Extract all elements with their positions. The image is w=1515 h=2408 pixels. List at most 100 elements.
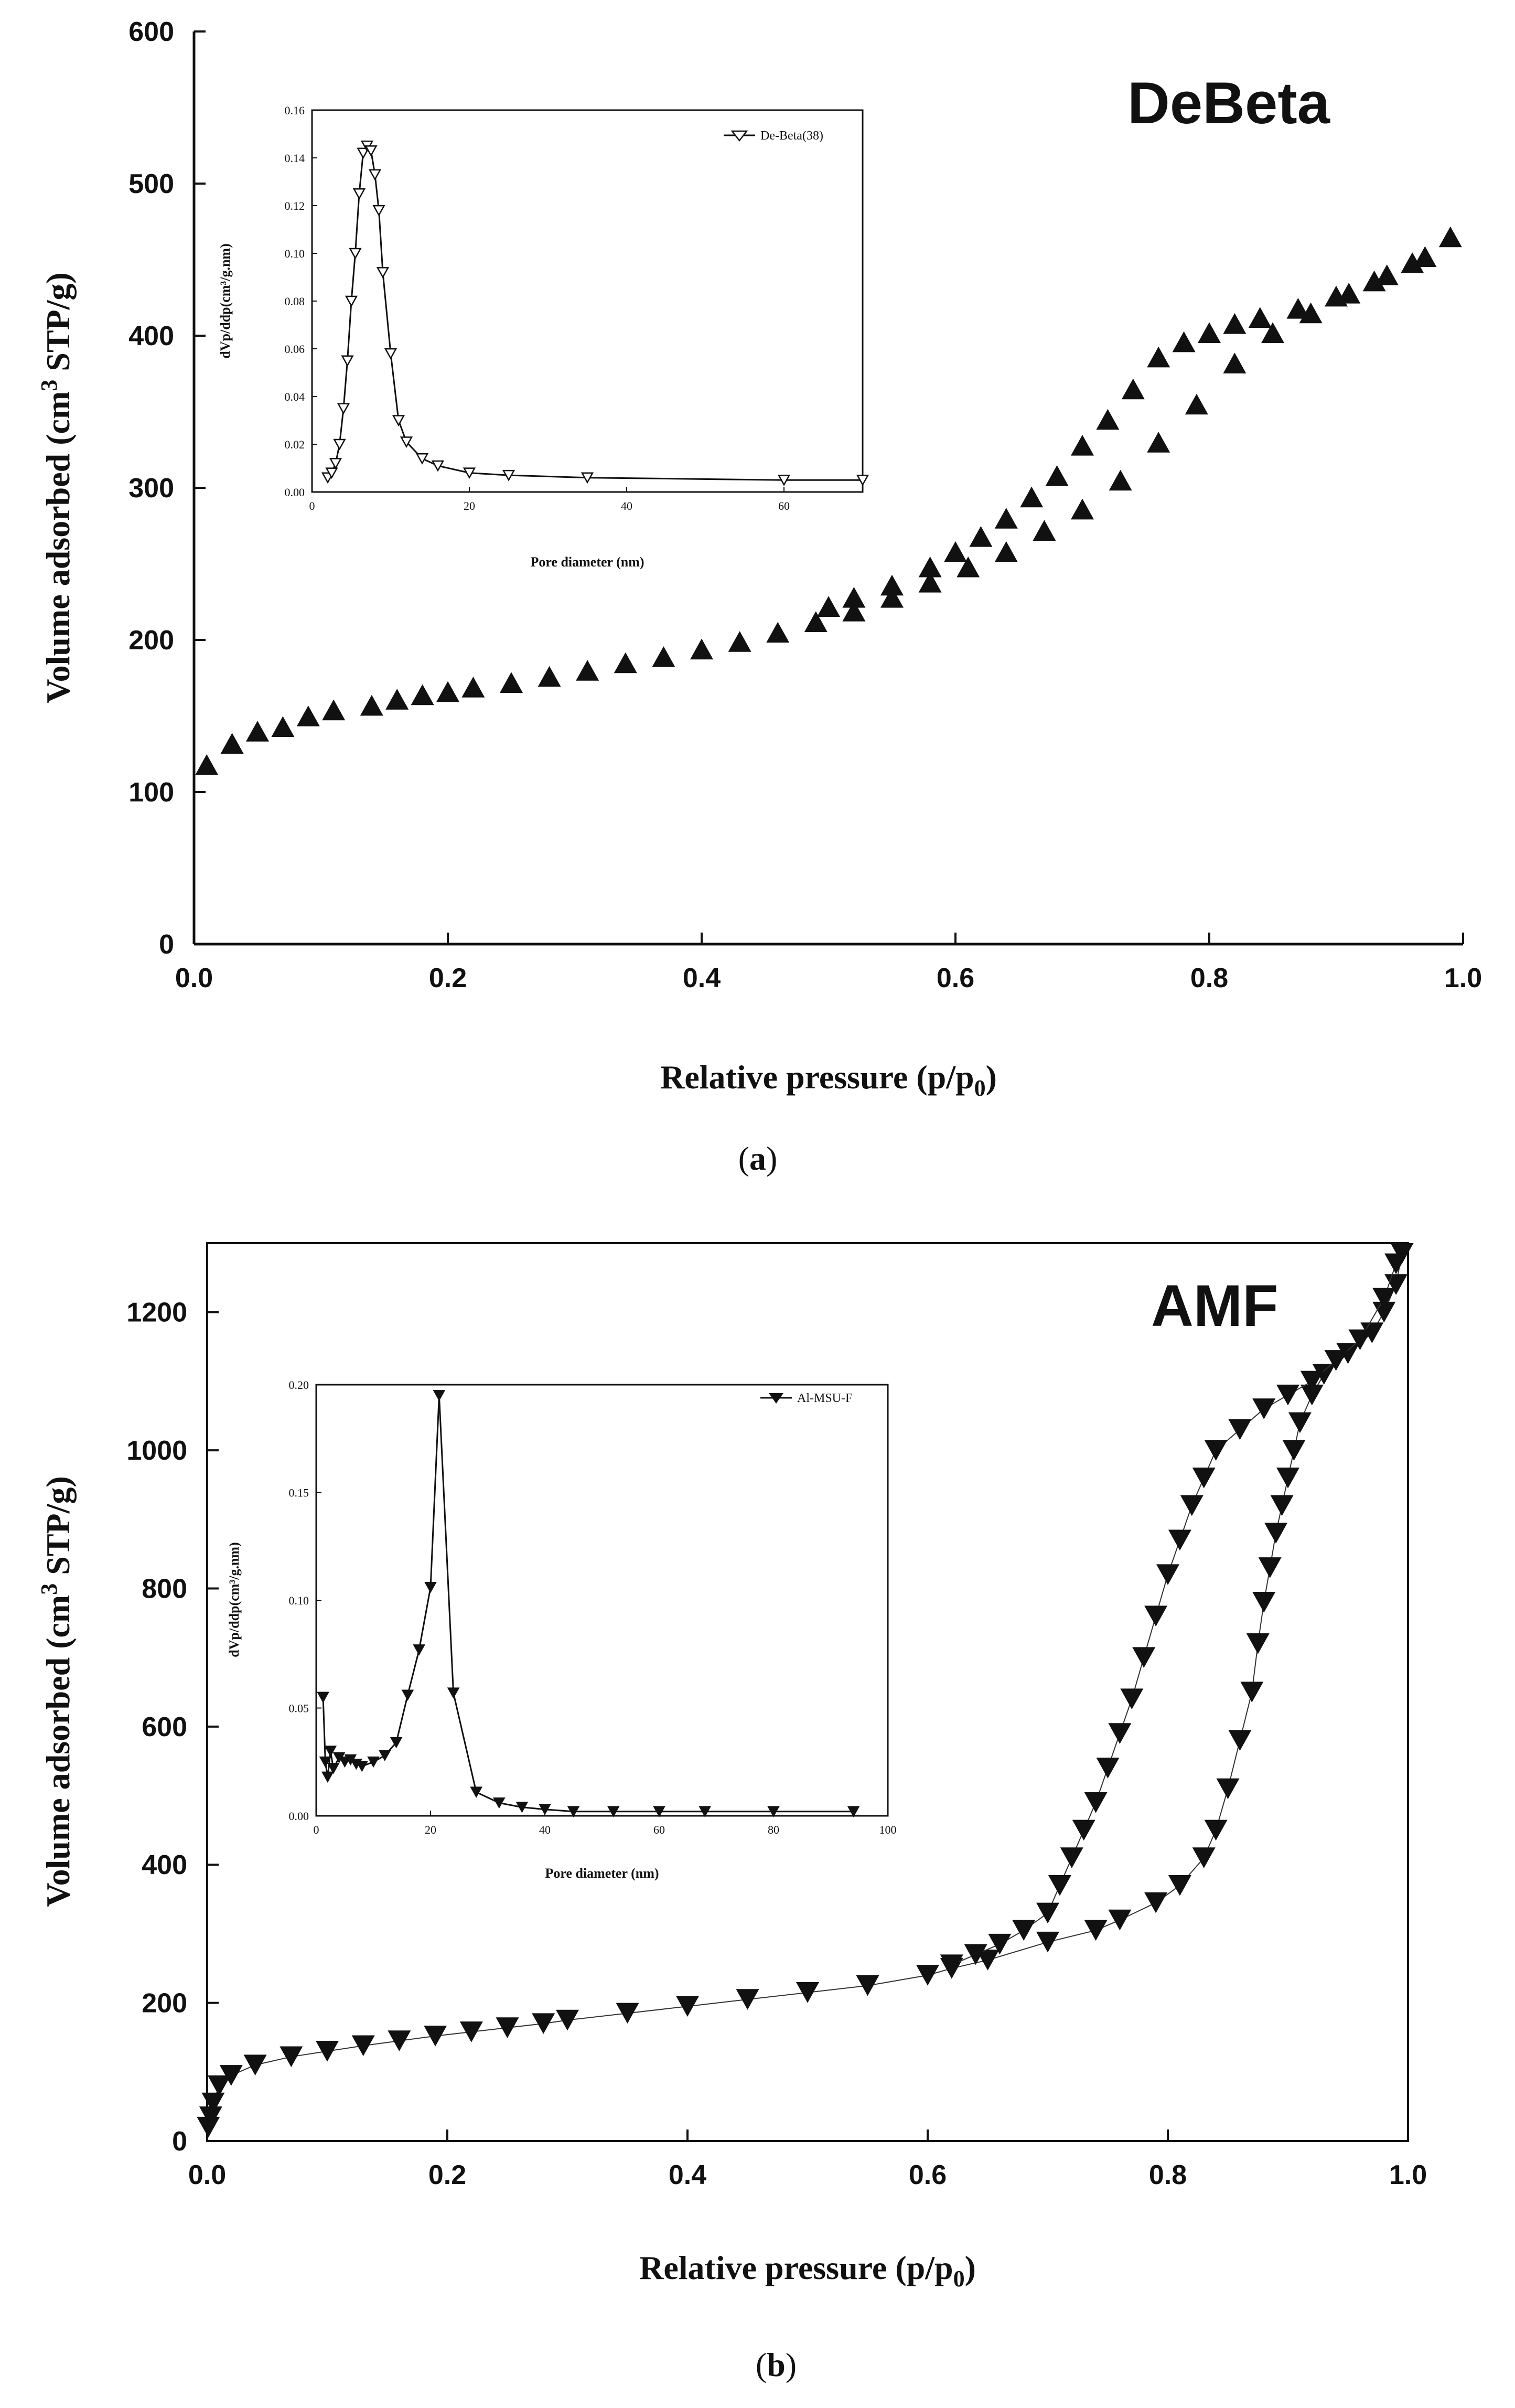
chart-b-point-adsorption-12: [496, 2017, 519, 2038]
chart-a-x-tick-label-2: 0.4: [683, 963, 721, 993]
chart-a-point-adsorption-9: [436, 681, 459, 702]
chart-b-point-adsorption-4: [219, 2065, 243, 2086]
chart-b-point-adsorption-22: [976, 1950, 1000, 1971]
chart-b-point-desorption-0: [1384, 1253, 1408, 1275]
chart-b-point-adsorption-23: [1036, 1931, 1059, 1953]
chart-a-point-adsorption-20: [842, 601, 866, 622]
chart-b-inset-point-25: [699, 1806, 712, 1817]
chart-b-inset-x-tick-label-2: 40: [539, 1823, 551, 1836]
chart-b-inset-point-24: [653, 1806, 665, 1817]
chart-a-point-adsorption-29: [1185, 393, 1208, 415]
chart-b-point-desorption-2: [1348, 1329, 1372, 1351]
chart-b-point-desorption-6: [1252, 1398, 1276, 1419]
chart-b-x-tick-label-0: 0.0: [188, 2160, 226, 2190]
chart-b-inset-point-21: [539, 1804, 551, 1815]
chart-b-inset-point-14: [413, 1644, 426, 1656]
chart-a-point-adsorption-26: [1071, 498, 1094, 520]
chart-a-y-axis-title: Volume adsorbed (cm3 STP/g): [36, 272, 77, 703]
chart-a-inset-y-tick-label-4: 0.08: [285, 295, 305, 308]
chart-b-inset-y-tick-label-3: 0.15: [289, 1486, 309, 1500]
chart-a-point-desorption-14: [994, 508, 1018, 529]
chart-b-point-desorption-1: [1372, 1288, 1396, 1309]
chart-b-point-adsorption-16: [676, 1996, 699, 2017]
chart-a-point-adsorption-7: [385, 689, 409, 710]
chart-a-point-adsorption-11: [500, 672, 523, 693]
chart-a-inset-point-15: [384, 348, 397, 360]
chart-b-inset-y-tick-label-2: 0.10: [289, 1594, 309, 1607]
chart-a-point-adsorption-31: [1261, 322, 1284, 343]
chart-a-point-adsorption-19: [804, 611, 828, 632]
chart-a-inset-x-tick-label-1: 20: [464, 499, 475, 512]
chart-b-y-tick-label-5: 1000: [126, 1436, 187, 1466]
chart-b-point-adsorption-17: [736, 1989, 759, 2010]
chart-a-inset-point-19: [431, 460, 445, 472]
chart-b-point-adsorption-26: [1144, 1892, 1168, 1913]
chart-a-point-desorption-8: [1147, 346, 1170, 368]
chart-b-inset-point-18: [470, 1786, 483, 1798]
chart-a-inset-point-4: [337, 403, 350, 415]
chart-a-point-desorption-17: [918, 556, 942, 577]
chart-b-point-desorption-11: [1168, 1529, 1191, 1551]
chart-a-inset-y-tick-label-2: 0.04: [285, 390, 305, 403]
chart-b-point-adsorption-1: [199, 2106, 222, 2127]
chart-a-inset-point-9: [357, 147, 370, 159]
chart-a-inset-point-18: [415, 453, 429, 465]
chart-a-point-adsorption-21: [880, 587, 904, 608]
chart-b-point-adsorption-35: [1258, 1557, 1282, 1578]
chart-a-inset-point-13: [372, 205, 385, 217]
chart-b-x-tick-label-3: 0.6: [909, 2160, 947, 2190]
chart-b-inset-point-19: [492, 1797, 506, 1809]
chart-a-point-desorption-3: [1286, 298, 1310, 319]
chart-b-y-tick-label-6: 1200: [126, 1298, 187, 1328]
chart-a-point-adsorption-6: [360, 694, 383, 716]
chart-a-y-tick-label-2: 200: [128, 625, 174, 656]
chart-a-x-tick-label-5: 1.0: [1444, 963, 1482, 993]
chart-a-point-desorption-16: [944, 541, 967, 562]
chart-b-point-adsorption-27: [1168, 1875, 1191, 1896]
chart-a-point-adsorption-18: [766, 622, 790, 643]
chart-b-x-tick-label-5: 1.0: [1389, 2160, 1427, 2190]
chart-b-point-adsorption-5: [243, 2054, 267, 2075]
chart-b-point-adsorption-19: [856, 1975, 879, 1996]
chart-b-point-desorption-3: [1324, 1350, 1348, 1371]
chart-b-point-adsorption-9: [388, 2030, 411, 2051]
chart-b-inset-x-tick-label-3: 60: [653, 1823, 665, 1836]
chart-a-point-desorption-6: [1198, 322, 1221, 343]
chart-b-point-adsorption-38: [1276, 1467, 1299, 1489]
chart-b-point-desorption-19: [1072, 1820, 1095, 1841]
chart-a-point-adsorption-27: [1109, 469, 1132, 491]
chart-b-point-desorption-22: [1036, 1902, 1059, 1924]
chart-b-inset-x-tick-label-1: 20: [425, 1823, 436, 1836]
chart-a-point-desorption-1: [1362, 270, 1386, 292]
chart-a-point-adsorption-3: [271, 716, 295, 737]
chart-a-panel-label: DeBeta: [1127, 70, 1330, 136]
chart-a-inset-y-tick-label-8: 0.16: [285, 104, 305, 117]
chart-b-point-adsorption-32: [1240, 1682, 1264, 1703]
chart-a-point-adsorption-0: [195, 754, 219, 775]
chart-a-point-desorption-15: [969, 526, 993, 547]
chart-b-inset-point-17: [447, 1687, 460, 1699]
chart-a-point-adsorption-12: [538, 666, 561, 687]
chart-a-point-adsorption-4: [296, 705, 320, 726]
chart-b-inset-point-1: [319, 1756, 332, 1768]
chart-a-x-tick-label-4: 0.8: [1190, 963, 1228, 993]
chart-b-point-desorption-12: [1156, 1564, 1179, 1585]
chart-a-y-tick-label-6: 600: [128, 17, 174, 47]
chart-a-point-desorption-18: [880, 574, 904, 596]
chart-b-point-desorption-4: [1300, 1371, 1324, 1392]
chart-b-point-desorption-17: [1096, 1758, 1120, 1779]
chart-a-point-desorption-19: [842, 587, 866, 608]
chart-b-point-desorption-7: [1228, 1419, 1252, 1440]
chart-b-point-desorption-15: [1120, 1688, 1144, 1709]
chart-b-y-tick-label-3: 600: [142, 1712, 187, 1742]
chart-b-point-adsorption-24: [1084, 1920, 1108, 1941]
chart-a-inset-point-5: [341, 355, 354, 367]
chart-b-inset-point-16: [433, 1390, 446, 1401]
chart-b-point-adsorption-45: [1372, 1301, 1396, 1323]
chart-a-inset-y-tick-label-0: 0.00: [285, 486, 305, 499]
chart-a-inset-point-1: [325, 467, 338, 479]
chart-b-inset-point-11: [378, 1750, 391, 1761]
chart-b-point-adsorption-28: [1192, 1847, 1216, 1868]
chart-b-point-desorption-23: [1012, 1920, 1036, 1941]
chart-a-inset-legend-marker: [730, 130, 748, 142]
